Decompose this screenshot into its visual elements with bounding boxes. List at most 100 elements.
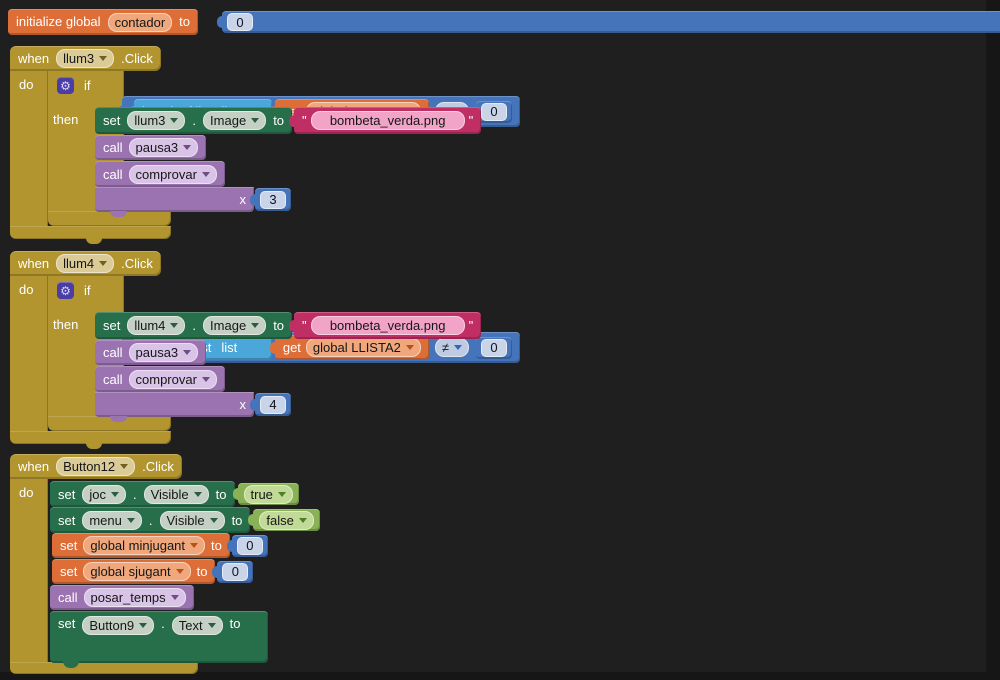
call-procedure-block[interactable]: call posar_temps (50, 585, 194, 610)
dropdown-property-image[interactable]: Image (203, 111, 267, 130)
mutator-gear-icon[interactable]: ⚙ (57, 77, 74, 94)
set-component-property-block[interactable]: set joc . Visible to (50, 481, 235, 507)
do-label: do (19, 485, 34, 500)
text-string-block[interactable]: " bombeta_verda.png " (289, 107, 482, 134)
dropdown-value: global minjugant (90, 538, 186, 553)
dropdown-property-visible[interactable]: Visible (143, 484, 209, 504)
number-block[interactable]: 0 (471, 336, 512, 359)
dropdown-property-visible[interactable]: Visible (159, 510, 225, 530)
set-label: set (58, 486, 76, 502)
dropdown-logic-value[interactable]: false (259, 510, 314, 530)
number-input[interactable]: 0 (481, 338, 507, 357)
logic-false-block[interactable]: false (248, 509, 320, 531)
dropdown-procedure-comprovar[interactable]: comprovar (128, 369, 217, 389)
call-procedure-block[interactable]: call comprovar (95, 366, 225, 392)
dropdown-arrow-icon (201, 171, 210, 177)
number-block[interactable]: 0 (217, 11, 1000, 33)
call-procedure-block[interactable]: call pausa3 (95, 340, 207, 365)
dropdown-arrow-icon (193, 491, 202, 497)
initialize-global-block[interactable]: initialize global contador to (8, 9, 198, 35)
event-block-bottom-bar[interactable] (10, 226, 171, 239)
then-label: then (53, 317, 79, 332)
number-block[interactable]: 0 (471, 100, 512, 123)
dropdown-value: Image (210, 318, 247, 333)
set-variable-block[interactable]: set global minjugant to (52, 533, 230, 558)
dropdown-operator[interactable]: ≠ (434, 338, 469, 357)
set-label: set (60, 538, 78, 553)
dropdown-property-text[interactable]: Text (171, 616, 223, 635)
dropdown-property-image[interactable]: Image (203, 316, 267, 335)
call-procedure-block[interactable]: call pausa3 (95, 135, 207, 160)
dropdown-variable-sjugant[interactable]: global sjugant (83, 562, 191, 581)
dropdown-component-menu[interactable]: menu (82, 510, 142, 530)
text-string-block[interactable]: " bombeta_verda.png " (289, 312, 482, 339)
number-block[interactable]: 0 (212, 560, 254, 583)
variable-name-field[interactable]: contador (107, 12, 173, 32)
dropdown-component-llum3[interactable]: llum3 (56, 49, 115, 68)
dropdown-component-button12[interactable]: Button12 (56, 457, 136, 476)
open-quote: " (302, 318, 307, 333)
logic-true-block[interactable]: true (232, 483, 299, 505)
number-block[interactable]: 3 (250, 188, 291, 211)
dropdown-value: llum4 (134, 318, 166, 333)
event-click-label: .Click (142, 458, 174, 474)
dropdown-logic-value[interactable]: true (243, 484, 293, 504)
set-component-property-block[interactable]: set Button9 . Text to (50, 611, 268, 663)
dropdown-arrow-icon (126, 517, 135, 523)
set-component-property-block[interactable]: set llum4 . Image to (95, 312, 293, 339)
parameter-slot[interactable]: x (95, 187, 254, 212)
dropdown-component-llum3[interactable]: llum3 (127, 111, 186, 130)
event-block-bottom-bar[interactable] (10, 662, 198, 674)
do-label: do (19, 77, 34, 92)
number-input[interactable]: 0 (222, 562, 249, 581)
text-string-input[interactable]: bombeta_verda.png (310, 316, 465, 335)
number-block[interactable]: 4 (250, 393, 291, 416)
event-block-header[interactable]: when llum3 .Click (10, 46, 161, 71)
number-input[interactable]: 0 (236, 536, 263, 555)
number-input[interactable]: 0 (227, 13, 253, 31)
dropdown-component-llum4[interactable]: llum4 (56, 254, 115, 273)
parameter-x-label: x (239, 397, 247, 412)
dropdown-value: pausa3 (135, 140, 179, 155)
event-block-bottom-bar[interactable] (10, 431, 171, 444)
dropdown-component-joc[interactable]: joc (82, 484, 126, 504)
text-string-input[interactable]: bombeta_verda.png (310, 111, 465, 130)
dropdown-procedure-comprovar[interactable]: comprovar (128, 164, 217, 184)
dropdown-value: false (266, 512, 294, 528)
dropdown-component-llum4[interactable]: llum4 (127, 316, 186, 335)
number-input[interactable]: 0 (481, 102, 507, 121)
event-block-left-bar[interactable] (10, 275, 48, 433)
set-component-property-block[interactable]: set llum3 . Image to (95, 107, 293, 134)
block-when-button12-click: when Button12 .Click do set joc . Visibl… (0, 84, 1000, 674)
to-label: to (231, 512, 243, 528)
if-block-bottom-bar[interactable] (48, 416, 171, 431)
dropdown-component-button9[interactable]: Button9 (82, 616, 155, 635)
parameter-slot[interactable]: x (95, 392, 254, 417)
dropdown-arrow-icon (99, 261, 108, 266)
event-block-left-bar[interactable] (10, 70, 48, 228)
dropdown-procedure-pausa3[interactable]: pausa3 (128, 138, 199, 157)
to-label: to (273, 318, 285, 333)
if-block-bottom-bar[interactable] (48, 211, 171, 226)
get-variable-block[interactable]: get global LLISTA2 (269, 335, 429, 360)
event-block-header[interactable]: when llum4 .Click (10, 251, 161, 276)
mutator-gear-icon[interactable]: ⚙ (57, 282, 74, 299)
dropdown-procedure-pausa3[interactable]: pausa3 (128, 343, 199, 362)
to-label: to (215, 486, 227, 502)
to-label: to (273, 113, 285, 128)
event-block-header[interactable]: when Button12 .Click (10, 454, 182, 479)
call-label: call (103, 371, 123, 387)
set-variable-block[interactable]: set global sjugant to (52, 559, 216, 584)
event-block-left-bar[interactable] (10, 478, 48, 663)
number-input[interactable]: 4 (260, 395, 286, 414)
number-input[interactable]: 3 (260, 190, 286, 209)
event-block-bottom-tab (86, 238, 102, 244)
dropdown-value: ≠ (441, 340, 449, 355)
dropdown-variable-minjugant[interactable]: global minjugant (83, 536, 206, 555)
dropdown-procedure-posar-temps[interactable]: posar_temps (83, 588, 186, 607)
set-component-property-block[interactable]: set menu . Visible to (50, 507, 251, 533)
number-block[interactable]: 0 (226, 534, 268, 557)
call-procedure-block[interactable]: call comprovar (95, 161, 225, 187)
dropdown-variable-llista2[interactable]: global LLISTA2 (305, 338, 421, 357)
